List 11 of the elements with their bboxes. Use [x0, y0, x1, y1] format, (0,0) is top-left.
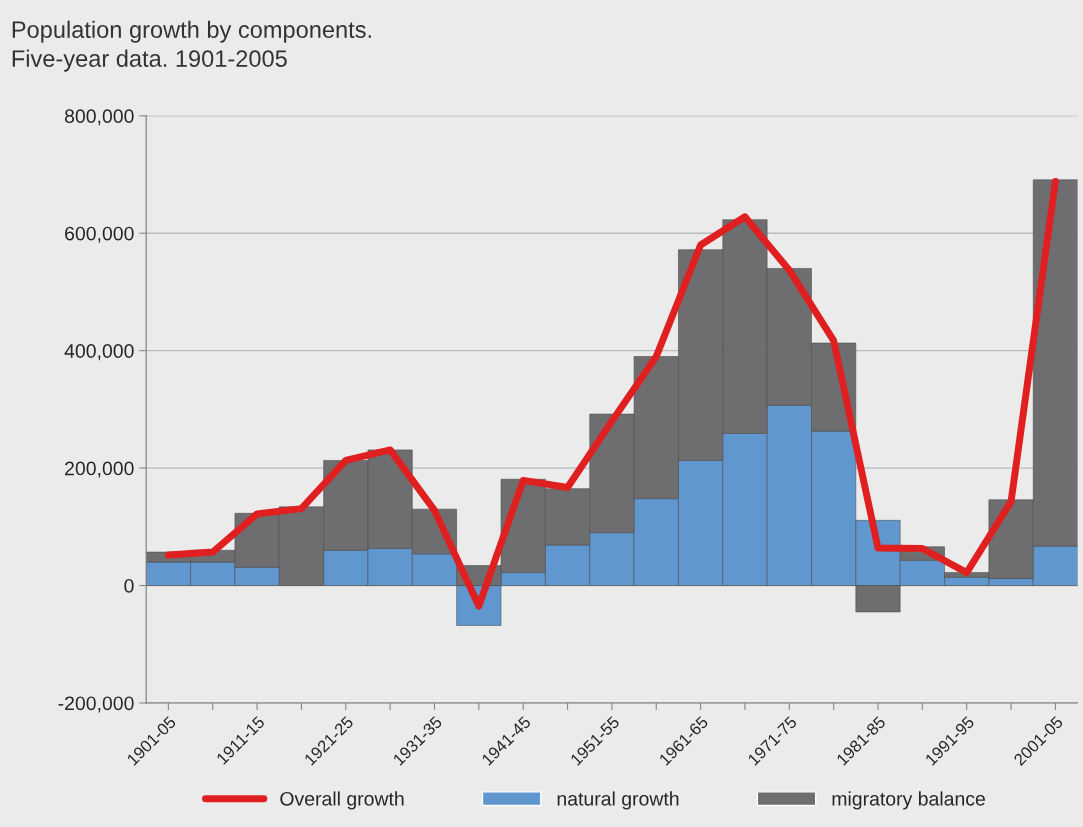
legend-label: natural growth [557, 791, 679, 810]
y-tick-label: 600,000 [65, 226, 134, 243]
chart-subtitle: Five-year data. 1901-2005 [12, 49, 287, 72]
y-tick-label: -200,000 [58, 696, 134, 713]
y-tick-label: 800,000 [64, 109, 134, 126]
chart-title: Population growth by components. [12, 20, 371, 43]
y-tick-label: 200,000 [65, 461, 134, 478]
legend-label: Overall growth [280, 791, 404, 810]
y-tick-label: 400,000 [64, 344, 134, 361]
y-tick-label: 0 [124, 578, 134, 593]
legend-label: migratory balance [832, 791, 985, 810]
